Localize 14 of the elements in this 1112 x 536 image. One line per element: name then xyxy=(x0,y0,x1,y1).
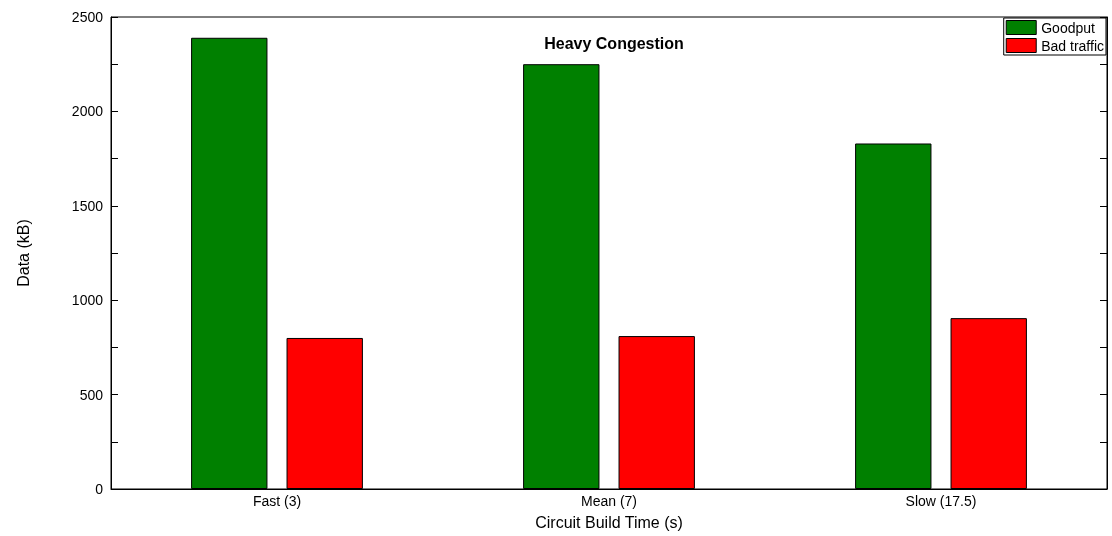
legend-label: Bad traffic xyxy=(1041,37,1105,54)
x-tick-label: Slow (17.5) xyxy=(905,493,977,509)
x-tick-label: Mean (7) xyxy=(580,493,638,509)
y-tick-label: 1500 xyxy=(71,197,104,214)
legend-label: Goodput xyxy=(1041,19,1096,36)
y-tick-label: 0 xyxy=(95,481,104,497)
y-axis-title: Data (kB) xyxy=(14,219,32,287)
x-tick-label: Fast (3) xyxy=(252,493,302,509)
y-tick-label: 1000 xyxy=(71,292,104,309)
y-tick-label: 500 xyxy=(79,386,104,403)
y-tick-label: 2500 xyxy=(71,9,104,25)
text: Heavy Congestion xyxy=(544,34,684,52)
x-axis-title: Circuit Build Time (s) xyxy=(535,513,683,531)
y-tick-label: 2000 xyxy=(71,103,104,120)
